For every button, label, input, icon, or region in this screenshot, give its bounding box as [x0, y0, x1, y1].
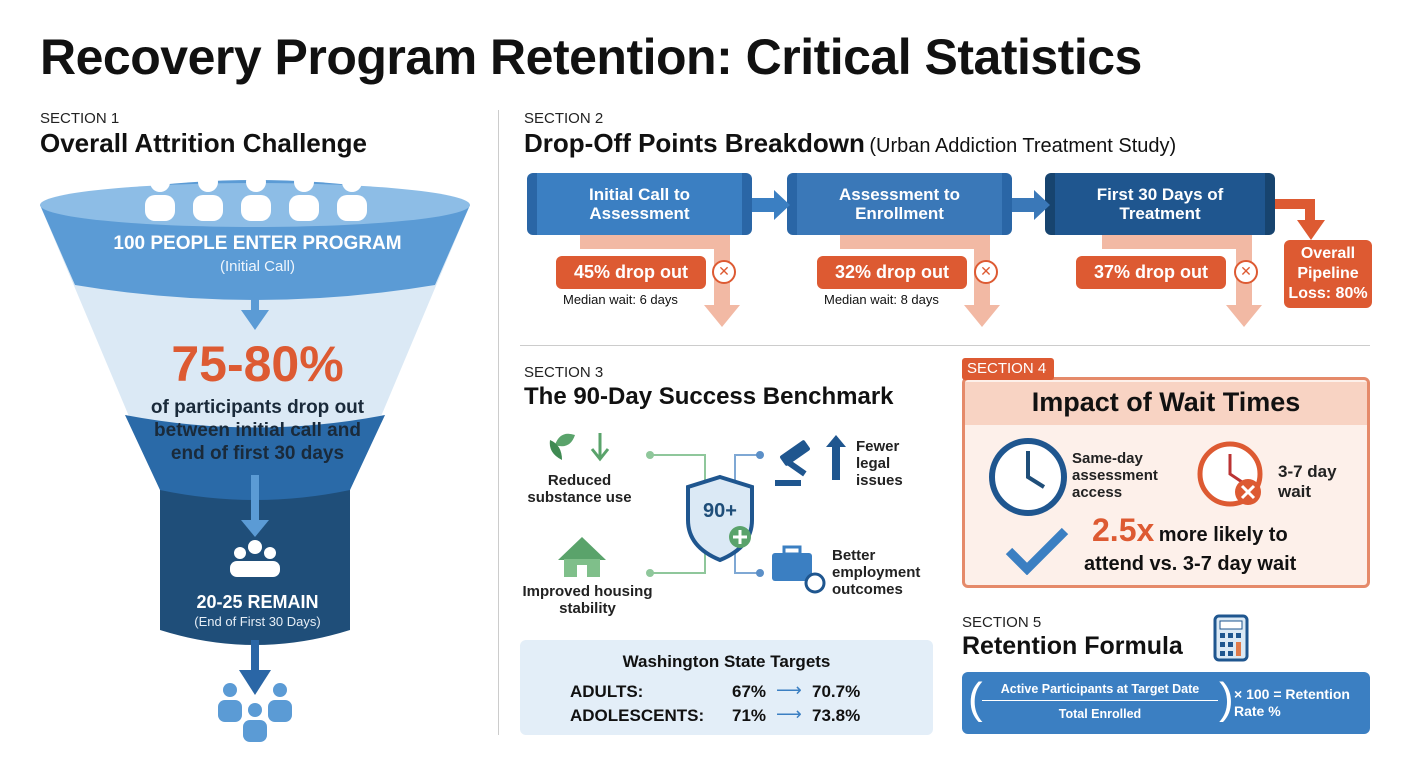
- dropout-percentage: 75-80%: [171, 336, 344, 392]
- arrow-right-icon: ⟶: [776, 680, 802, 700]
- people-icons: [145, 172, 367, 221]
- clock-icon: [989, 438, 1067, 516]
- section5-heading: Retention Formula: [962, 632, 1183, 660]
- enter-text: 100 PEOPLE ENTER PROGRAM: [113, 233, 402, 254]
- drop-badge-1: 45% drop out: [556, 256, 706, 289]
- section2-subheading: (Urban Addiction Treatment Study): [869, 135, 1177, 157]
- same-day-label: Same-day assessment access: [1072, 450, 1158, 501]
- section1-label: SECTION 1: [40, 110, 120, 127]
- vertical-divider: [498, 110, 499, 735]
- close-paren: ): [1219, 674, 1234, 723]
- benefit-employment: Better employment outcomes: [832, 547, 921, 598]
- benchmark-diagram: [549, 433, 846, 594]
- x-circle-icon: ✕: [974, 260, 998, 284]
- benefit-substance: Reduced substance use: [527, 472, 632, 506]
- section1-heading: Overall Attrition Challenge: [40, 128, 367, 158]
- section4-heading: Impact of Wait Times: [1031, 387, 1301, 417]
- dropout-description-line: of participants drop out: [150, 397, 365, 418]
- overall-loss-badge: Overall Pipeline Loss: 80%: [1284, 240, 1372, 308]
- wait-2: Median wait: 8 days: [824, 292, 939, 307]
- arrow-down-icon: [1275, 199, 1325, 240]
- arrow-right-icon: [752, 190, 790, 220]
- target-group: ADULTS:: [570, 682, 644, 701]
- wait-1: Median wait: 6 days: [563, 292, 678, 307]
- target-from: 71%: [732, 706, 767, 725]
- stage-1: Initial Call to Assessment: [527, 173, 752, 235]
- target-from: 67%: [732, 682, 767, 701]
- page-title: Recovery Program Retention: Critical Sta…: [40, 29, 1142, 85]
- section2-heading-text: Drop-Off Points Breakdown: [524, 128, 865, 158]
- section4-label: SECTION 4: [962, 358, 1054, 380]
- remain-subtext: (End of First 30 Days): [194, 614, 321, 629]
- clock-x-icon: [1197, 441, 1263, 507]
- section5-label: SECTION 5: [962, 614, 1042, 631]
- stage-2: Assessment to Enrollment: [787, 173, 1012, 235]
- benefit-legal: Fewer legal issues: [856, 438, 903, 489]
- multiplier-text: attend vs. 3-7 day wait: [1084, 553, 1297, 575]
- arrow-right-icon: [1012, 190, 1050, 220]
- stage-3: First 30 Days of Treatment: [1045, 173, 1275, 235]
- dropout-description-line: end of first 30 days: [170, 443, 345, 464]
- drop-badge-3: 37% drop out: [1076, 256, 1226, 289]
- x-circle-icon: ✕: [712, 260, 736, 284]
- dropoff-arrow: [840, 235, 1000, 327]
- gavel-icon: [775, 440, 810, 486]
- dropoff-arrow: [1102, 235, 1262, 327]
- leaf-icon: [549, 433, 610, 462]
- horizontal-divider: [520, 345, 1370, 346]
- briefcase-gear-icon: [772, 545, 826, 594]
- targets-heading: Washington State Targets: [622, 652, 831, 671]
- enter-subtext: (Initial Call): [219, 258, 295, 275]
- section3-heading: The 90-Day Success Benchmark: [524, 383, 894, 410]
- benefit-housing: Improved housing stability: [522, 583, 653, 617]
- section2-heading: Drop-Off Points Breakdown (Urban Addicti…: [524, 128, 1176, 159]
- remain-text: 20-25 REMAIN: [196, 592, 319, 612]
- multiplier-line: 2.5x more likely to: [1092, 512, 1288, 548]
- remaining-people-icon: [218, 683, 292, 742]
- formula-box: ( Active Participants at Target Date Tot…: [962, 672, 1370, 734]
- target-group: ADOLESCENTS:: [570, 706, 705, 725]
- multiplier-text-1: more likely to: [1158, 524, 1288, 546]
- x-circle-icon: ✕: [1234, 260, 1258, 284]
- calculator-icon: [1213, 614, 1249, 662]
- arrow-right-icon: ⟶: [776, 704, 802, 724]
- funnel-graphic: [40, 172, 470, 742]
- section4-header-band: [965, 382, 1367, 425]
- group-icon: [230, 540, 280, 577]
- house-icon: [558, 537, 606, 577]
- section2-label: SECTION 2: [524, 110, 604, 127]
- dropout-description: of participants drop out between initial …: [40, 396, 475, 465]
- formula-denominator: Total Enrolled: [1058, 707, 1142, 721]
- dropoff-arrow: [580, 235, 740, 327]
- multiplier-value: 2.5x: [1092, 512, 1155, 548]
- checkmark-icon: [1005, 527, 1069, 575]
- washington-targets-box: Washington State Targets ADULTS: 67% ⟶ 7…: [520, 640, 933, 735]
- arrow-up-icon: [826, 435, 846, 480]
- formula-result: × 100 = Retention Rate %: [1234, 686, 1350, 719]
- section3-label: SECTION 3: [524, 364, 604, 381]
- drop-badge-2: 32% drop out: [817, 256, 967, 289]
- wait-label: 3-7 day wait: [1278, 462, 1337, 501]
- formula-numerator: Active Participants at Target Date: [982, 682, 1218, 701]
- dropout-description-line: between initial call and: [154, 420, 361, 441]
- benchmark-badge: 90+: [703, 500, 737, 522]
- open-paren: (: [968, 674, 983, 723]
- target-to: 73.8%: [812, 706, 861, 725]
- target-to: 70.7%: [812, 682, 861, 701]
